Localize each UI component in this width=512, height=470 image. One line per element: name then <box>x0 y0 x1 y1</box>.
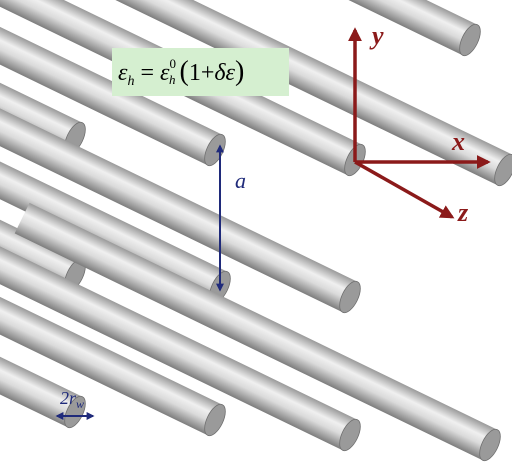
wire-rod-end-cap <box>339 280 361 314</box>
wire-rod <box>0 177 226 437</box>
wire-rod-end-cap <box>339 418 361 452</box>
wire-rod-body <box>0 44 228 303</box>
permittivity-equation: εh = ε0 h (1+δε) <box>118 56 244 89</box>
wire-rod-end-cap <box>204 403 226 437</box>
spacing-label: a <box>235 168 246 193</box>
diameter-dimension: 2rw <box>55 388 95 420</box>
coordinate-axes: y x z <box>348 21 491 227</box>
wire-rod-end-cap <box>479 428 501 462</box>
wire-rod-end-cap <box>459 23 481 57</box>
wire-rod <box>0 54 361 314</box>
wire-rod-body <box>0 0 223 166</box>
equation-box: εh = ε0 h (1+δε) <box>112 48 289 96</box>
z-axis-arrow <box>354 160 455 219</box>
x-axis-label: x <box>451 127 465 156</box>
diameter-label: 2rw <box>60 388 84 411</box>
wire-rod <box>0 0 481 57</box>
wire-rod-body <box>0 177 223 436</box>
wire-rod-end-cap <box>494 153 512 187</box>
wire-rod-body <box>0 192 358 451</box>
z-axis-label: z <box>457 198 469 227</box>
wire-rod-body <box>14 202 498 461</box>
spacing-dimension: a <box>216 144 246 292</box>
wire-rod <box>14 202 501 462</box>
wire-rod-body <box>0 0 363 176</box>
y-axis-label: y <box>369 21 384 50</box>
wire-rod-body <box>0 54 358 313</box>
equation-background <box>112 48 289 96</box>
wire-rod <box>0 192 361 452</box>
